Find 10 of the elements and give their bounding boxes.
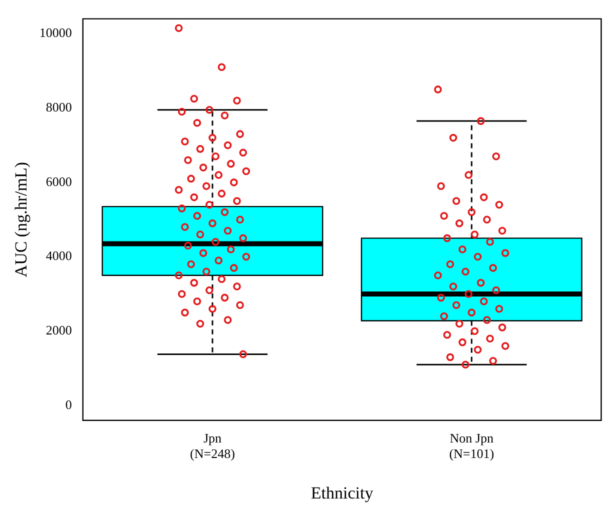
x-tick-label: Non Jpn (N=101) xyxy=(449,430,494,462)
y-tick-label: 10000 xyxy=(39,25,72,40)
y-tick-label: 8000 xyxy=(46,99,72,114)
x-axis-title: Ethnicity xyxy=(310,483,374,502)
x-tick-label: Jpn (N=248) xyxy=(190,430,235,462)
y-axis-title: AUC (ng.hr/mL) xyxy=(12,162,31,278)
y-tick-label: 2000 xyxy=(46,322,72,338)
y-tick-label: 4000 xyxy=(46,248,72,264)
y-tick-label: 6000 xyxy=(46,174,72,189)
y-tick-label: 0 xyxy=(65,396,72,412)
